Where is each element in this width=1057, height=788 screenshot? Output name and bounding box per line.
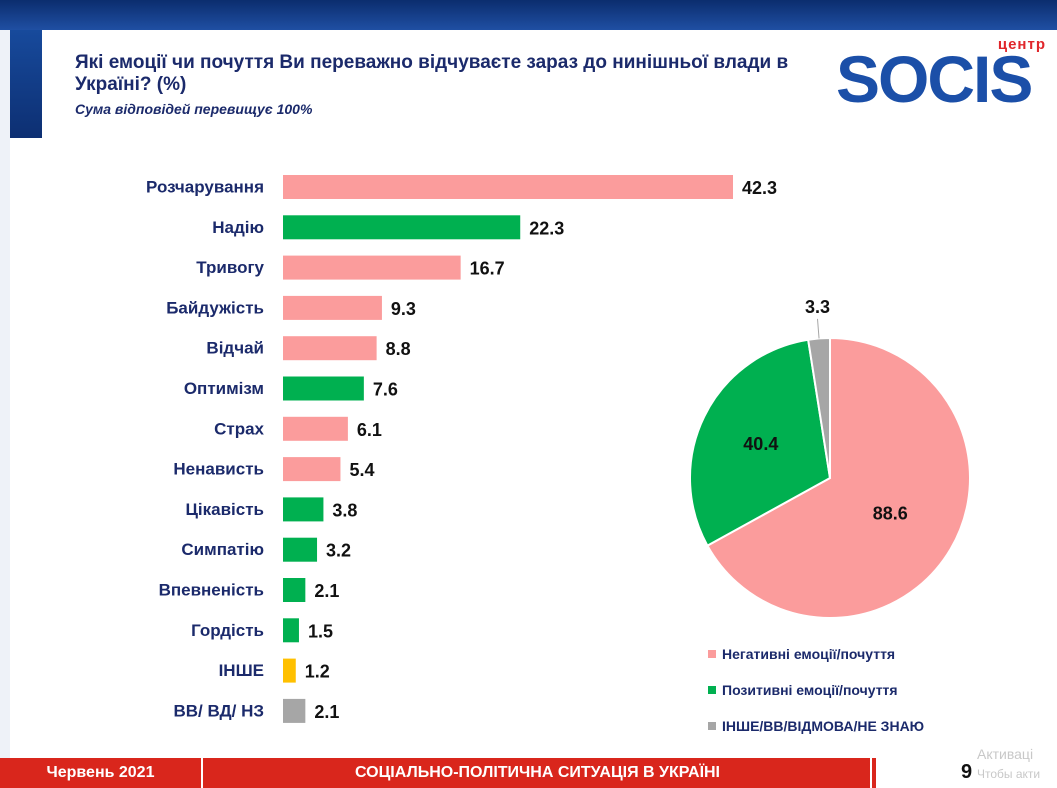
bar (283, 336, 377, 361)
chart-subtitle: Сума відповідей перевищує 100% (75, 101, 313, 117)
footer-title: СОЦІАЛЬНО-ПОЛІТИЧНА СИТУАЦІЯ В УКРАЇНІ (205, 758, 872, 788)
pie-value-label: 3.3 (805, 297, 830, 317)
bar (283, 618, 299, 643)
logo-small-text: центр (997, 36, 1046, 53)
chart-title: Які емоції чи почуття Ви переважно відчу… (75, 52, 789, 95)
bar-category-label: Гордість (191, 621, 264, 640)
bar-value-label: 3.8 (332, 500, 357, 520)
bar-category-label: Цікавість (185, 500, 264, 519)
legend-swatch-positive (708, 686, 716, 694)
footer-date: Червень 2021 (0, 758, 203, 788)
pie-slice-other (807, 336, 831, 479)
legend-item-other: ІНШЕ/ВВ/ВІДМОВА/НЕ ЗНАЮ (708, 708, 924, 744)
bar-value-label: 9.3 (391, 299, 416, 319)
legend-label-positive: Позитивні емоції/почуття (722, 682, 898, 698)
bar-category-label: Страх (214, 419, 264, 438)
pie-legend: Негативні емоції/почуття Позитивні емоці… (708, 636, 924, 744)
top-band (0, 0, 1057, 30)
bar-category-label: ВВ/ ВД/ НЗ (173, 701, 264, 720)
activation-watermark-line2: Чтобы акти (977, 767, 1041, 781)
title-accent-bar (10, 30, 42, 138)
bar-value-label: 7.6 (373, 380, 398, 400)
bar-value-label: 16.7 (470, 259, 505, 279)
legend-label-negative: Негативні емоції/почуття (722, 646, 896, 662)
bar-category-label: Надію (212, 218, 264, 237)
bar-value-label: 2.1 (314, 702, 339, 722)
pie-value-label: 40.4 (743, 434, 778, 454)
bar (283, 658, 296, 683)
legend-swatch-other (708, 722, 716, 730)
bar-category-label: Ненависть (173, 460, 264, 479)
bar-category-label: Байдужість (166, 298, 264, 317)
bar (283, 175, 733, 199)
bar-value-label: 6.1 (357, 420, 382, 440)
bar (283, 376, 364, 401)
bar (283, 457, 341, 482)
activation-watermark-line1: Активаці (977, 746, 1034, 762)
legend-item-negative: Негативні емоції/почуття (708, 636, 924, 672)
bar-category-label: Тривогу (196, 258, 264, 277)
pie-leader-line (817, 318, 820, 339)
bar-value-label: 5.4 (349, 460, 374, 480)
bar-category-label: Розчарування (146, 178, 264, 197)
bar (283, 537, 318, 562)
page-number: 9 (961, 761, 973, 783)
bar-value-label: 1.5 (308, 621, 333, 641)
bar-value-label: 2.1 (314, 581, 339, 601)
bar-value-label: 1.2 (305, 662, 330, 682)
bar-value-label: 3.2 (326, 541, 351, 561)
bar-category-label: Відчай (206, 339, 264, 358)
footer-bar: Червень 2021 СОЦІАЛЬНО-ПОЛІТИЧНА СИТУАЦІ… (0, 746, 1057, 788)
left-edge (0, 30, 10, 758)
bar-category-label: ІНШЕ (219, 661, 264, 680)
bar (283, 698, 306, 723)
legend-label-other: ІНШЕ/ВВ/ВІДМОВА/НЕ ЗНАЮ (722, 718, 925, 734)
pie-slice-positive (689, 338, 832, 548)
bar (283, 255, 461, 280)
bar (283, 215, 521, 240)
pie-slice-negative (706, 336, 971, 619)
pie-value-label: 88.6 (873, 504, 908, 524)
bar-value-label: 8.8 (386, 339, 411, 359)
bar-value-label: 22.3 (529, 218, 564, 238)
bar (283, 416, 348, 441)
bar (283, 578, 306, 602)
legend-item-positive: Позитивні емоції/почуття (708, 672, 924, 708)
bar (283, 497, 324, 522)
bar (283, 295, 382, 320)
bar-category-label: Симпатію (181, 540, 264, 559)
logo-main-text: SOCIS (836, 42, 1033, 116)
socis-logo: центр SOCIS (836, 34, 1052, 116)
legend-swatch-negative (708, 650, 716, 658)
bar-value-label: 42.3 (742, 178, 777, 198)
footer-page-box: 9 Активаці Чтобы акти (876, 746, 1057, 788)
bar-category-label: Впевненість (159, 581, 264, 600)
bar-category-label: Оптимізм (184, 379, 264, 398)
